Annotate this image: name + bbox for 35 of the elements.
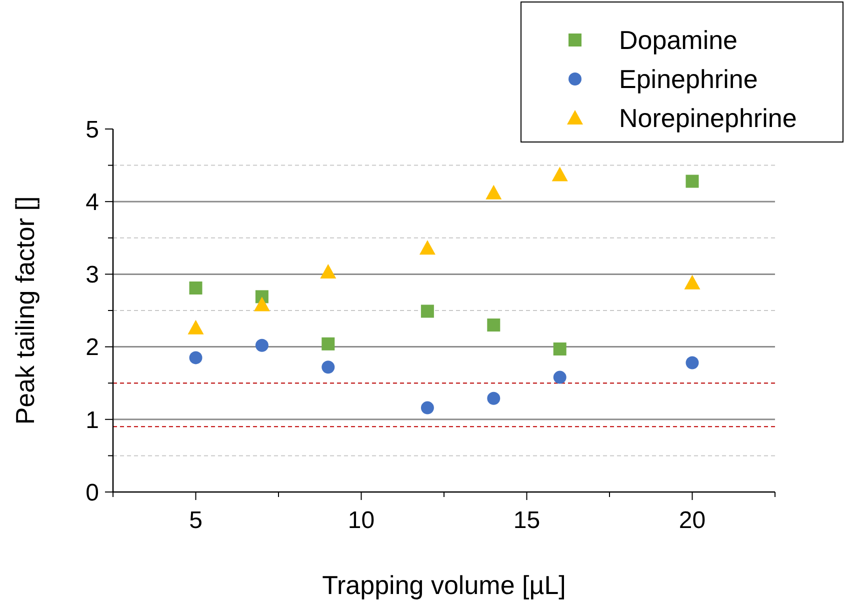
x-tick-label: 15 (513, 507, 540, 534)
point (553, 342, 566, 356)
point (322, 360, 335, 374)
point (686, 356, 699, 370)
y-tick-label: 3 (86, 262, 99, 289)
point (189, 351, 202, 364)
point (486, 184, 502, 200)
point (487, 392, 500, 405)
legend-label: Norepinephrine (619, 103, 797, 134)
point (189, 281, 202, 294)
x-tick-label: 10 (348, 507, 375, 534)
x-tick-label: 20 (678, 507, 706, 534)
y-tick-label: 5 (86, 116, 99, 144)
y-axis-title: Peak tailing factor [] (10, 196, 40, 425)
point (552, 166, 568, 182)
y-tick-label: 0 (86, 479, 99, 506)
point (420, 304, 434, 318)
y-tick-label: 2 (86, 334, 99, 362)
point (553, 370, 566, 384)
x-axis-title: Trapping volume [µL] (322, 570, 566, 600)
x-tick-label: 5 (189, 507, 202, 534)
y-tick-label: 4 (86, 189, 99, 216)
point (420, 401, 434, 414)
legend-label: Epinephrine (619, 64, 758, 94)
point (686, 174, 699, 188)
point (487, 318, 500, 332)
y-tick-label: 1 (86, 406, 99, 434)
point (255, 338, 268, 352)
point (254, 296, 270, 312)
point (320, 264, 336, 279)
point (188, 320, 204, 334)
point (322, 337, 335, 350)
point (684, 274, 700, 290)
point (419, 240, 436, 255)
legend-label: Dopamine (619, 25, 738, 56)
